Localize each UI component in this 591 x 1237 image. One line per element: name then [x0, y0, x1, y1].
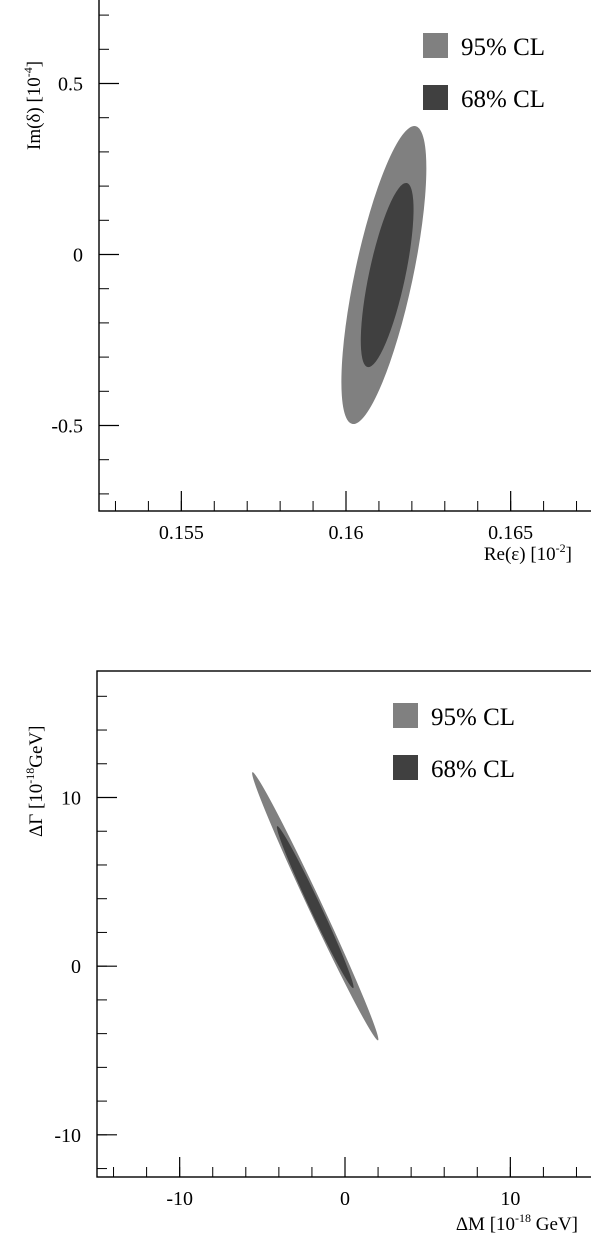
chart-1-contours: [341, 126, 427, 425]
chart-2-legend: 95% CL 68% CL: [393, 703, 515, 783]
legend-swatch-68cl: [423, 85, 448, 110]
x-tick-label: -10: [166, 1188, 193, 1210]
legend-swatch-68cl: [393, 755, 418, 780]
legend-label-95cl: 95% CL: [461, 34, 545, 61]
chart-2-tick-labels: -10 0 10 -10 0 10: [54, 788, 520, 1211]
x-tick-label: 0.16: [329, 522, 364, 544]
chart-1-ticks: [99, 14, 578, 511]
x-tick-label: 0.165: [488, 522, 533, 544]
chart-1-y-axis-label: Im(δ) [10-4]: [21, 61, 45, 150]
y-tick-label: 0: [71, 956, 81, 978]
legend-label-68cl: 68% CL: [431, 756, 515, 783]
chart-2-contours: [252, 772, 379, 1041]
chart-1-legend: 95% CL 68% CL: [423, 33, 545, 113]
x-tick-label: 0: [340, 1188, 350, 1210]
x-tick-label: 0.155: [159, 522, 204, 544]
legend-swatch-95cl: [393, 703, 418, 728]
legend-swatch-95cl: [423, 33, 448, 58]
chart-1-tick-labels: 0.155 0.16 0.165 -0.5 0 0.5: [51, 74, 533, 545]
chart-correlation-delta-m-delta-gamma: -10 0 10 -10 0 10 95% CL 68% CL ΔM [10-18 GeV]…: [23, 670, 591, 1235]
chart-2-ticks: [97, 695, 577, 1177]
chart-2-x-axis-label: ΔM [10-18 GeV]: [456, 1211, 578, 1235]
chart-1-x-axis-label: Re(ε) [10-2]: [484, 541, 572, 565]
legend-label-68cl: 68% CL: [461, 86, 545, 113]
y-tick-label: -0.5: [51, 416, 83, 438]
chart-2-y-axis-label: ΔΓ [10-18GeV]: [23, 726, 47, 837]
y-tick-label: 0.5: [58, 74, 83, 96]
y-tick-label: 0: [73, 245, 83, 267]
legend-label-95cl: 95% CL: [431, 704, 515, 731]
y-tick-label: 10: [61, 788, 81, 810]
chart-1-frame: [98, 0, 591, 512]
chart-correlation-re-epsilon-im-delta: 0.155 0.16 0.165 -0.5 0 0.5 95% CL 68% CL Re(ε…: [21, 0, 591, 565]
contour-68cl-region: [276, 826, 354, 989]
contour-68cl-region: [360, 182, 414, 368]
chart-2-frame: [96, 670, 591, 1178]
x-tick-label: 10: [500, 1188, 520, 1210]
y-tick-label: -10: [54, 1125, 81, 1147]
